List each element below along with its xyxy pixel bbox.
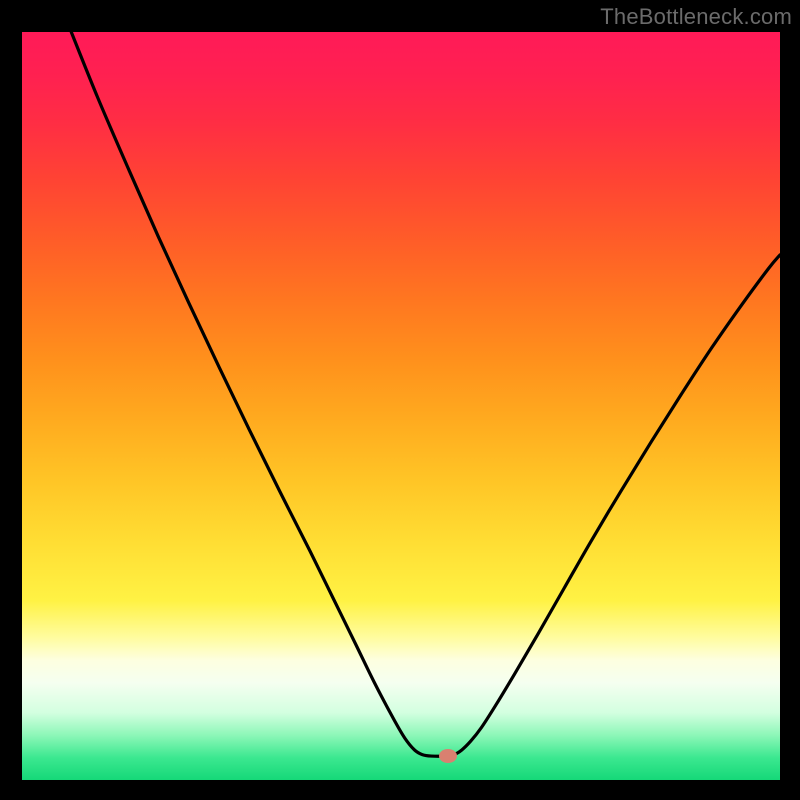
bottleneck-curve bbox=[22, 32, 780, 780]
stage: TheBottleneck.com bbox=[0, 0, 800, 800]
optimal-point-marker bbox=[439, 749, 457, 763]
chart-plot-area bbox=[22, 32, 780, 780]
watermark-text: TheBottleneck.com bbox=[600, 4, 792, 30]
